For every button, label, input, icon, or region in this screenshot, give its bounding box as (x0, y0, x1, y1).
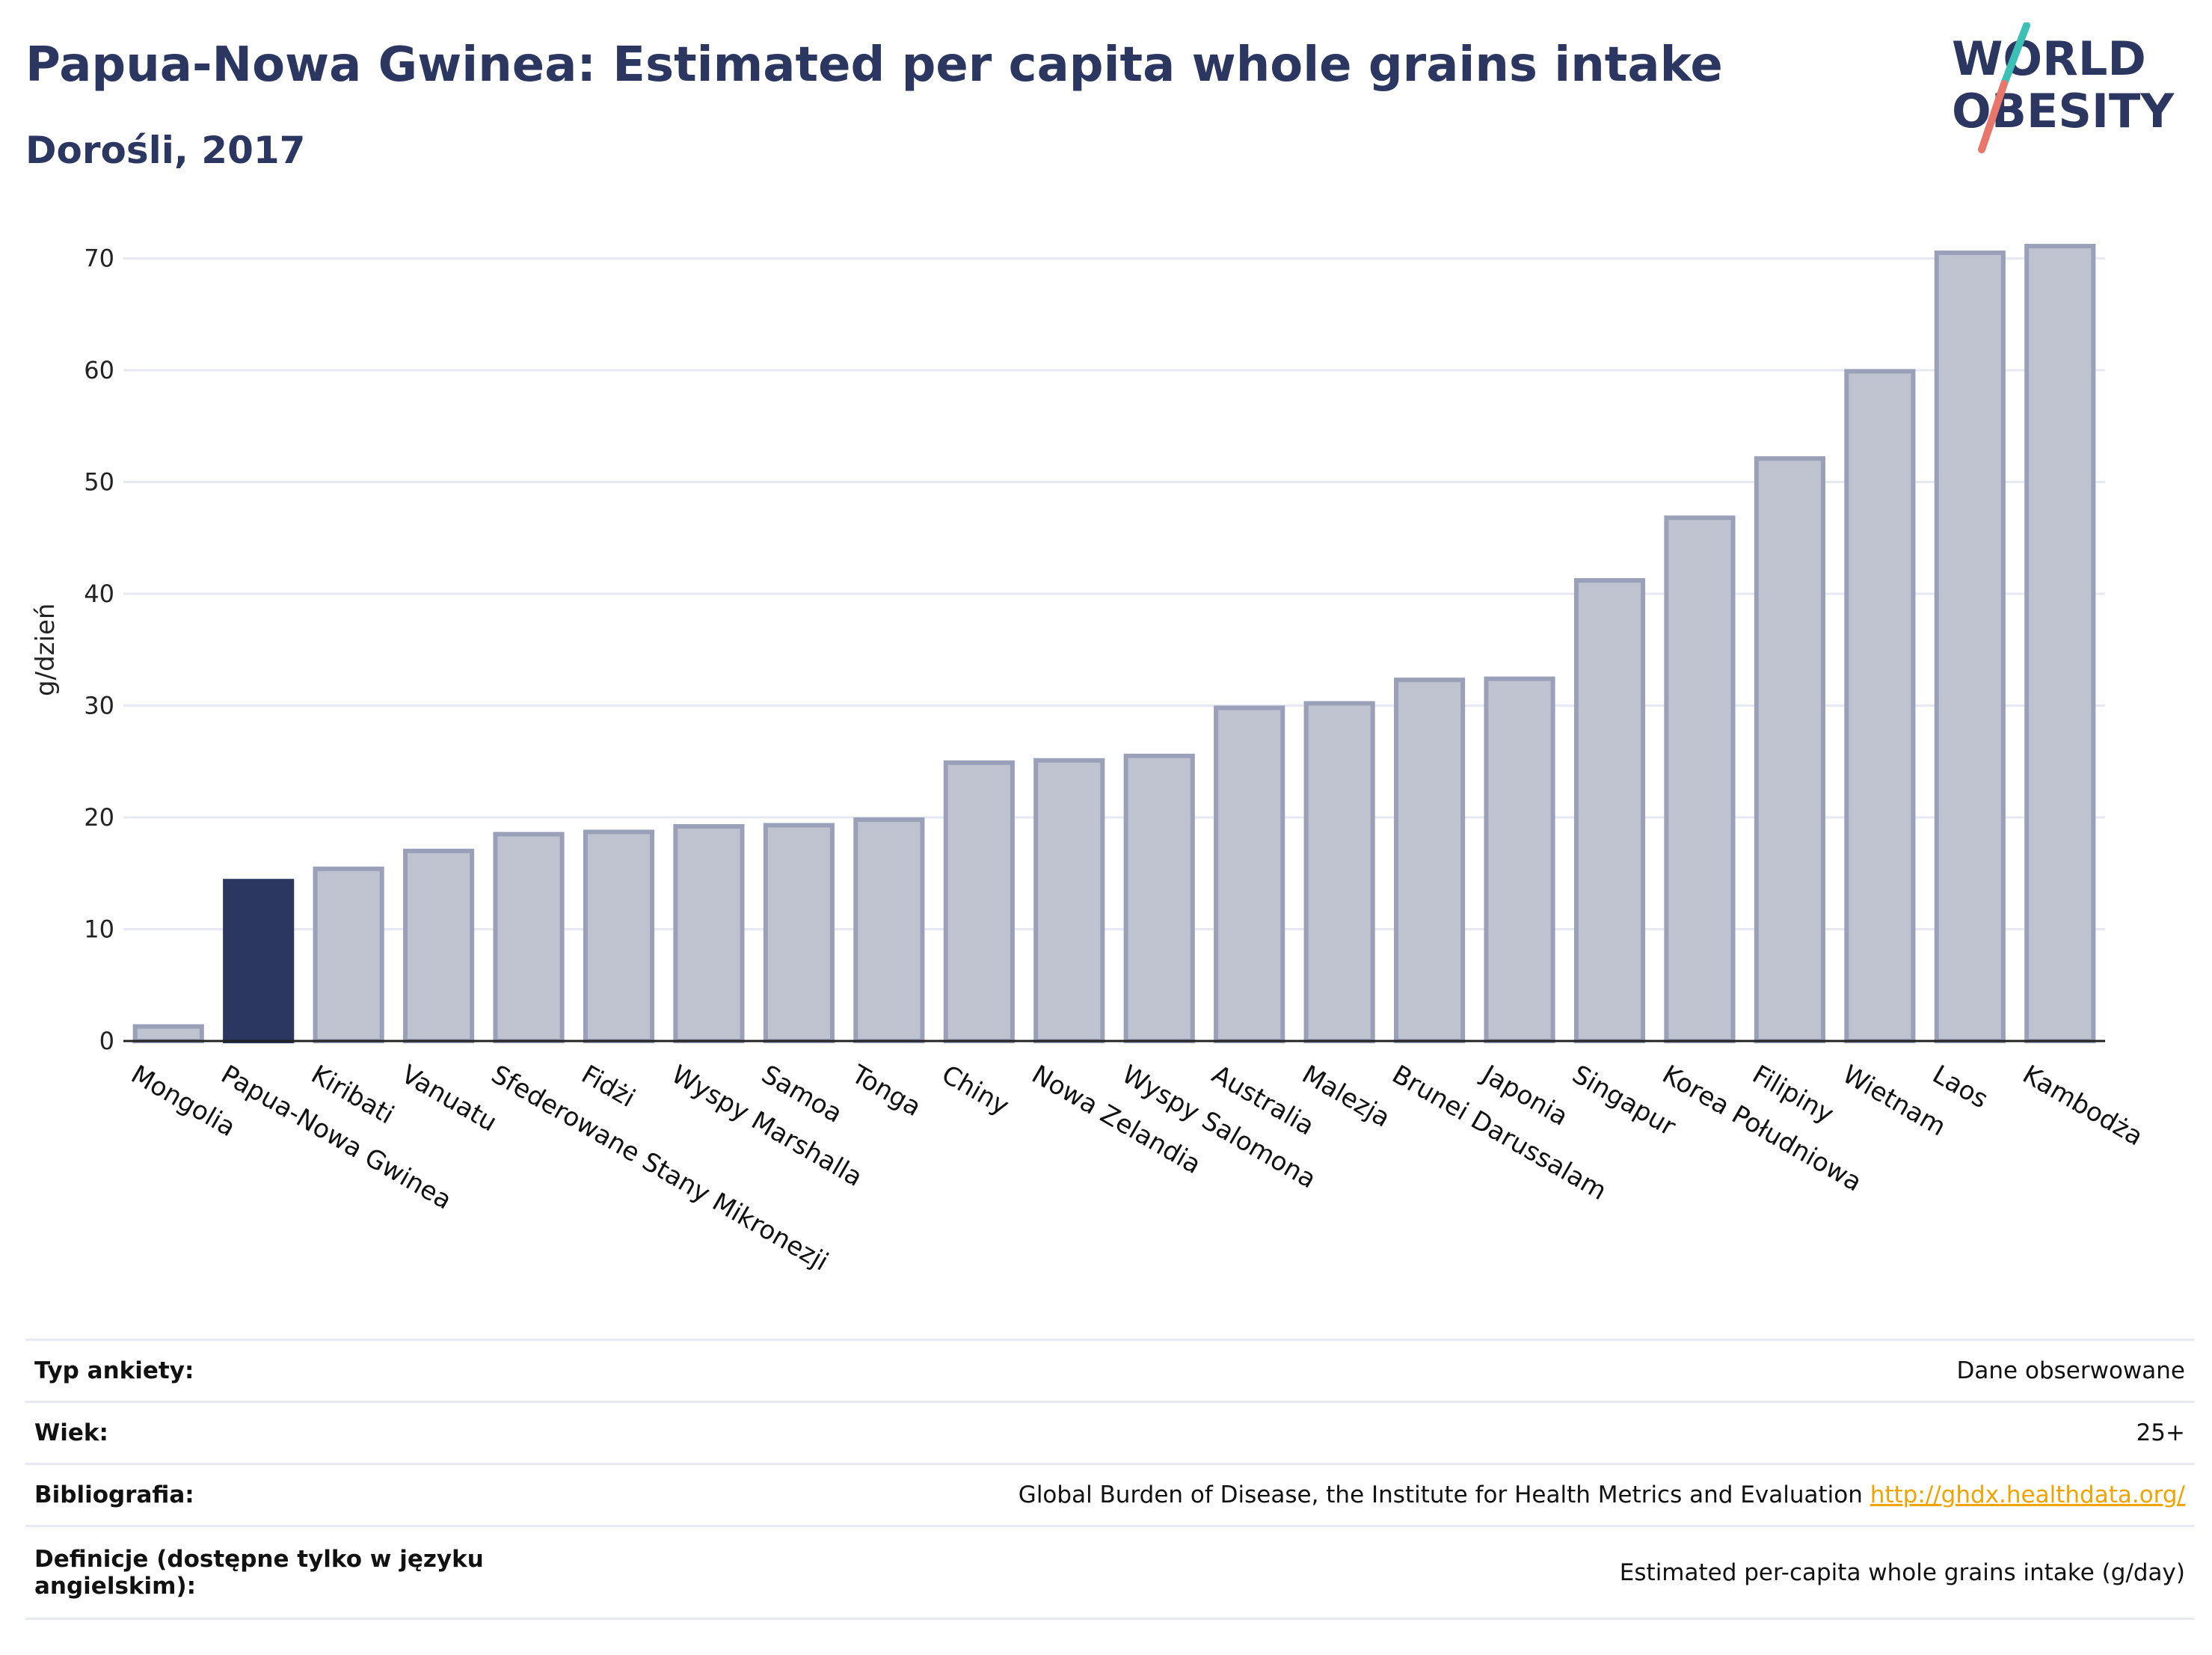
bar (1754, 456, 1825, 1043)
info-value: Global Burden of Disease, the Institute … (567, 1463, 2194, 1527)
x-tick-label: Tonga (846, 1059, 926, 1123)
info-value: Dane obserwowane (567, 1339, 2194, 1403)
bar (583, 829, 655, 1044)
x-tick-label: Vanuatu (396, 1060, 502, 1138)
x-tick-label: Wietnam (1837, 1060, 1951, 1143)
info-table: Typ ankiety: Dane obserwowane Wiek: 25+ … (25, 1339, 2194, 1620)
y-tick-label: 20 (84, 803, 114, 832)
y-tick-label: 0 (99, 1027, 114, 1055)
bar (2024, 244, 2096, 1043)
x-tick-label: Kambodża (2018, 1060, 2148, 1152)
bar (943, 760, 1015, 1043)
info-label: Definicje (dostępne tylko w języku angie… (25, 1525, 567, 1620)
bar (1303, 701, 1375, 1043)
y-tick-label: 30 (84, 692, 114, 720)
bibliography-link[interactable]: http://ghdx.healthdata.org/ (1870, 1481, 2185, 1508)
logo-slash-bottom (1978, 80, 2008, 153)
info-row-definitions: Definicje (dostępne tylko w języku angie… (25, 1525, 2194, 1620)
info-value: Estimated per-capita whole grains intake… (567, 1525, 2194, 1620)
y-tick-label: 10 (84, 915, 114, 944)
bar (1573, 578, 1646, 1043)
bar (763, 823, 835, 1043)
info-label: Wiek: (25, 1401, 567, 1465)
info-row-survey-type: Typ ankiety: Dane obserwowane (25, 1339, 2194, 1403)
x-tick-label: Singapur (1567, 1060, 1681, 1143)
logo-line1: WORLD (1952, 31, 2146, 86)
bar (1033, 758, 1105, 1043)
info-value: 25+ (567, 1401, 2194, 1465)
bar (853, 817, 925, 1043)
bar (1214, 705, 1285, 1043)
info-row-age: Wiek: 25+ (25, 1401, 2194, 1465)
bar (132, 1024, 204, 1043)
bar (493, 832, 565, 1044)
y-tick-label: 50 (84, 468, 114, 497)
logo-slash-top (2000, 22, 2030, 87)
bar (403, 848, 475, 1043)
bar (223, 879, 295, 1043)
bar (313, 866, 384, 1044)
y-tick-label: 40 (84, 580, 114, 608)
bar (1484, 676, 1555, 1043)
info-row-bibliography: Bibliografia: Global Burden of Disease, … (25, 1463, 2194, 1527)
world-obesity-logo: WORLD OBESITY (1952, 22, 2175, 153)
bar-chart: 010203040506070g/dzieńMongoliaPapua-Nowa… (31, 244, 2148, 1277)
y-tick-label: 60 (84, 356, 114, 384)
info-label: Typ ankiety: (25, 1339, 567, 1403)
x-tick-label: Laos (1927, 1060, 1993, 1115)
chart-subtitle: Dorośli, 2017 (25, 129, 306, 172)
bar (1123, 753, 1195, 1044)
y-axis-label: g/dzień (31, 604, 61, 696)
x-tick-label: Chiny (936, 1060, 1013, 1122)
x-tick-label: Fidżi (577, 1060, 640, 1114)
bar (1844, 369, 1916, 1043)
bar (673, 823, 745, 1043)
info-label: Bibliografia: (25, 1463, 567, 1527)
bar (1934, 251, 2006, 1043)
bar (1664, 515, 1736, 1043)
y-tick-label: 70 (84, 245, 114, 273)
chart-title: Papua-Nowa Gwinea: Estimated per capita … (25, 37, 1723, 93)
bar (1394, 678, 1466, 1043)
bibliography-text: Global Burden of Disease, the Institute … (1018, 1481, 1863, 1508)
